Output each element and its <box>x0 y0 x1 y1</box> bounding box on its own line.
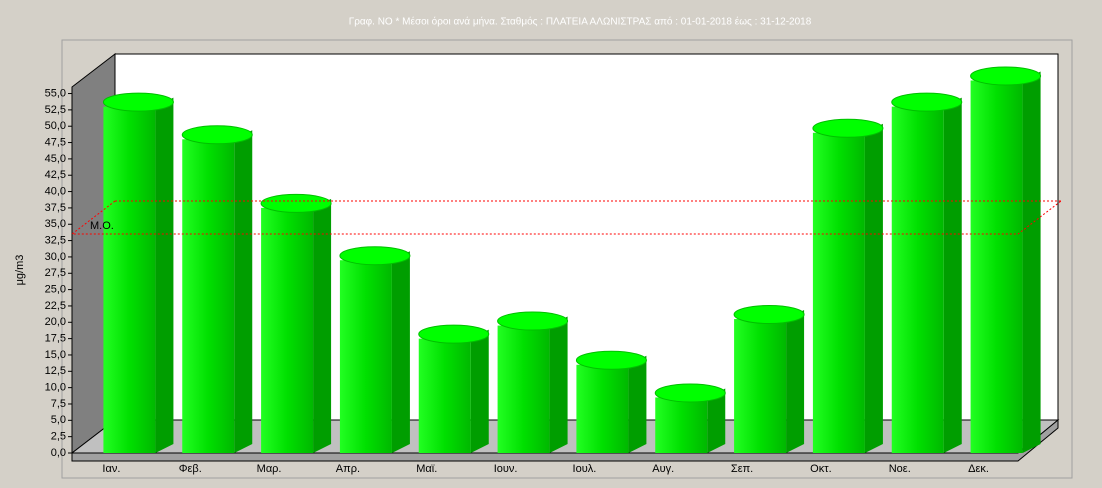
bar-top <box>260 193 332 213</box>
bar-top <box>339 246 411 266</box>
bar <box>418 338 471 453</box>
x-tick-label: Φεβ. <box>179 463 202 475</box>
bar-side <box>628 355 647 453</box>
bar-side <box>549 316 568 453</box>
y-axis-label: μg/m3 <box>14 255 26 286</box>
y-tick-label: 35,0 <box>45 218 66 230</box>
y-tick-label: 55,0 <box>45 87 66 99</box>
y-tick-label: 50,0 <box>45 120 66 132</box>
x-tick-label: Οκτ. <box>810 463 831 475</box>
bar <box>103 106 156 453</box>
bar <box>970 80 1023 453</box>
bar-top <box>181 125 253 145</box>
x-tick-label: Δεκ. <box>968 463 989 475</box>
y-tick-label: 52,5 <box>45 104 66 116</box>
bar-side <box>1022 71 1041 453</box>
y-tick-label: 32,5 <box>45 234 66 246</box>
bar-top <box>418 324 490 344</box>
bar-side <box>234 130 253 454</box>
bar <box>261 207 314 453</box>
bar <box>655 397 708 453</box>
y-tick-label: 17,5 <box>45 333 66 345</box>
y-tick-label: 5,0 <box>51 414 66 426</box>
y-tick-label: 37,5 <box>45 202 66 214</box>
y-tick-label: 40,0 <box>45 185 66 197</box>
chart-title: Γραφ. NO * Μέσοι όροι ανά μήνα. Σταθμός … <box>349 16 812 28</box>
y-tick-label: 15,0 <box>45 349 66 361</box>
x-tick-label: Ιουν. <box>494 463 518 475</box>
bar <box>497 325 550 453</box>
x-tick-label: Νοε. <box>889 463 911 475</box>
bar-side <box>786 310 805 453</box>
y-tick-label: 0,0 <box>51 447 66 459</box>
x-tick-label: Σεπ. <box>731 463 753 475</box>
y-tick-label: 20,0 <box>45 316 66 328</box>
x-tick-label: Ιαν. <box>102 463 120 475</box>
x-tick-label: Απρ. <box>336 463 360 475</box>
y-tick-label: 30,0 <box>45 251 66 263</box>
bar-side <box>313 198 332 453</box>
bar-top <box>102 92 174 112</box>
y-tick-label: 42,5 <box>45 169 66 181</box>
y-tick-label: 27,5 <box>45 267 66 279</box>
bar-top <box>733 305 805 325</box>
y-tick-label: 7,5 <box>51 398 66 410</box>
bar-top <box>891 92 963 112</box>
bar <box>339 260 392 453</box>
y-tick-label: 47,5 <box>45 136 66 148</box>
bar-top <box>654 383 726 403</box>
bar-side <box>391 251 410 453</box>
bar-side <box>155 97 174 453</box>
bar-side <box>470 329 489 453</box>
bar-top <box>970 66 1042 86</box>
x-tick-label: Μαϊ. <box>416 463 437 475</box>
x-tick-label: Αυγ. <box>652 463 674 475</box>
chart-frame <box>61 39 1073 479</box>
x-tick-label: Ιουλ. <box>573 463 597 475</box>
bar <box>812 132 865 453</box>
mean-label: Μ.Ο. <box>90 220 114 232</box>
y-tick-label: 22,5 <box>45 300 66 312</box>
y-tick-label: 25,0 <box>45 284 66 296</box>
bar-top <box>497 311 569 331</box>
y-tick-label: 45,0 <box>45 153 66 165</box>
bar-side <box>864 123 883 453</box>
bar-side <box>707 388 726 453</box>
y-tick-label: 10,0 <box>45 382 66 394</box>
y-tick-label: 12,5 <box>45 365 66 377</box>
bar <box>182 139 235 454</box>
bar <box>734 319 787 453</box>
bar-side <box>943 97 962 453</box>
y-tick-label: 2,5 <box>51 431 66 443</box>
x-tick-label: Μαρ. <box>257 463 282 475</box>
bar <box>891 106 944 453</box>
bar-top <box>575 350 647 370</box>
bar <box>576 364 629 453</box>
bar-top <box>812 118 884 138</box>
